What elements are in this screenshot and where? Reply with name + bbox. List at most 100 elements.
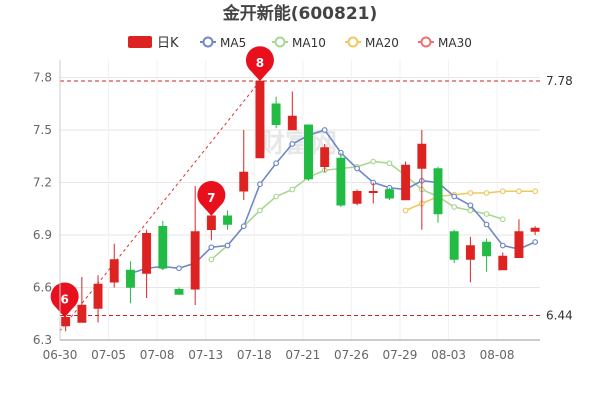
- candle-body: [142, 233, 152, 274]
- ma5-point: [467, 202, 474, 209]
- legend-day-label: 日K: [157, 36, 179, 51]
- candle: [417, 130, 427, 230]
- candle: [498, 252, 508, 271]
- ma5-point: [224, 242, 231, 249]
- legend-label-ma20: MA20: [365, 36, 399, 50]
- x-tick-label: 07-13: [188, 348, 223, 362]
- candle-body: [449, 231, 459, 260]
- ma5-point: [208, 244, 215, 251]
- candle: [352, 189, 362, 206]
- candle: [190, 186, 200, 305]
- ma10-point: [257, 207, 263, 214]
- ma20-point: [532, 188, 539, 195]
- ma5-point: [451, 193, 458, 200]
- candle-body: [158, 226, 168, 269]
- x-tick-label: 08-03: [431, 348, 466, 362]
- legend-label-ma30: MA30: [438, 36, 472, 50]
- candle-body: [239, 171, 249, 192]
- ma10-point: [499, 216, 506, 223]
- axes: 6.3 6.6 6.9 7.2 7.5 7.8 06-30 07-05 07-08 07-13 07…: [33, 60, 540, 362]
- candle: [336, 152, 346, 207]
- candle-body: [109, 259, 119, 283]
- candle: [287, 91, 297, 131]
- candle: [77, 277, 87, 323]
- legend-label-ma10: MA10: [292, 36, 326, 50]
- ma20-point: [516, 188, 522, 195]
- legend: 日K MA5 MA10 MA20 MA30: [128, 36, 472, 51]
- candle-body: [190, 231, 200, 290]
- y-tick-label: 6.6: [33, 281, 52, 295]
- candle: [530, 226, 540, 235]
- candle: [125, 261, 135, 304]
- candle-body: [417, 143, 427, 169]
- ma5-point: [289, 141, 296, 147]
- y-tick-label: 6.3: [33, 333, 52, 347]
- ma5-point: [257, 181, 263, 188]
- x-tick-label: 07-18: [237, 348, 272, 362]
- reference-label: 6.44: [546, 309, 573, 323]
- candle: [61, 313, 71, 332]
- candle: [368, 182, 378, 204]
- candle-body: [320, 147, 330, 167]
- candle-body: [465, 245, 475, 260]
- reference-lines: 7.78 6.44: [60, 74, 573, 323]
- candle: [304, 124, 313, 181]
- x-tick-label: 07-26: [334, 348, 369, 362]
- pin-shape: [50, 282, 79, 318]
- candle-body: [368, 191, 378, 193]
- ma20-point: [467, 190, 474, 196]
- chart-title: 金开新能(600821): [222, 3, 378, 24]
- ma10-point: [451, 204, 458, 210]
- candle-body: [125, 269, 135, 288]
- candle: [158, 221, 168, 270]
- candle: [174, 287, 184, 295]
- legend-marker-ma10: [274, 36, 286, 48]
- candle-body: [206, 215, 216, 230]
- reference-label: 7.78: [546, 74, 573, 88]
- pin-label: 7: [207, 191, 215, 205]
- candle: [320, 144, 330, 172]
- candle: [223, 210, 233, 230]
- ma5-point: [273, 160, 280, 167]
- markers: 6 7 8: [50, 46, 274, 318]
- y-tick-label: 7.8: [33, 71, 52, 85]
- legend-label-ma5: MA5: [220, 36, 246, 50]
- ma10-point: [483, 211, 490, 217]
- ma5-point: [532, 239, 539, 245]
- trend-line: [59, 80, 261, 332]
- ma10-point: [467, 207, 474, 214]
- ma10-line: [210, 160, 504, 261]
- pin-marker: 6: [50, 282, 79, 318]
- candle-body: [352, 191, 362, 204]
- ma10-point: [386, 160, 393, 167]
- grid: [59, 60, 540, 341]
- candle: [142, 229, 152, 298]
- candle-body: [174, 289, 184, 295]
- ma20-point: [499, 188, 506, 195]
- ma20-point: [402, 207, 409, 214]
- candle: [433, 166, 443, 223]
- candle-body: [530, 227, 540, 232]
- x-tick-label: 07-29: [383, 348, 418, 362]
- ma5-point: [499, 242, 506, 249]
- pin-marker: 7: [197, 181, 226, 216]
- ma5-point: [240, 223, 247, 230]
- ma5-point: [483, 221, 490, 228]
- candle: [514, 219, 524, 258]
- trend-line: [59, 80, 261, 332]
- candle: [239, 130, 249, 200]
- x-tick-label: 07-08: [140, 348, 175, 362]
- ma10-point: [273, 193, 280, 200]
- legend-marker-ma5: [202, 36, 214, 48]
- ma10-point: [208, 256, 215, 263]
- legend-day-swatch: [128, 36, 152, 48]
- ma5-point: [176, 265, 182, 272]
- x-tick-label: 06-30: [43, 348, 78, 362]
- pin-label: 6: [60, 292, 68, 306]
- candle: [255, 70, 265, 159]
- y-tick-label: 6.9: [33, 228, 52, 242]
- candle-body: [304, 124, 313, 180]
- candle-body: [498, 255, 508, 271]
- candle-body: [482, 241, 492, 257]
